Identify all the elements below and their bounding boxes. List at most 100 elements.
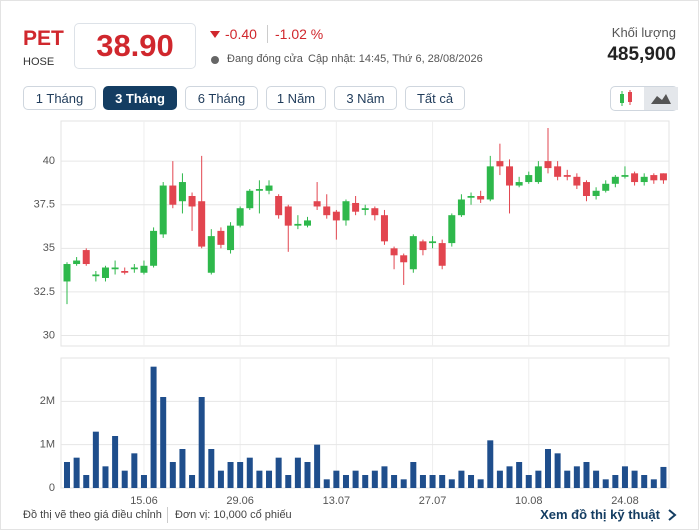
volume-bar [381,466,388,488]
volume-bar [477,479,484,488]
y-tick-label: 40 [43,155,55,167]
y-tick-label: 1M [40,439,55,451]
status-dot [211,56,219,64]
candle-body [313,201,321,207]
candle-body [457,199,465,216]
volume-bar [333,470,340,488]
candle-body [361,208,369,210]
volume-bar [362,475,369,488]
volume-bar [140,475,147,488]
range-tab[interactable]: 3 Năm [334,86,397,110]
candle-icon[interactable] [611,87,641,110]
volume-bar [535,470,542,488]
volume-bar [602,479,609,488]
candle-body [342,201,350,221]
candle-body [592,190,600,196]
candle-body [207,236,215,273]
range-tab[interactable]: 6 Tháng [185,86,258,110]
candle-body [169,185,177,205]
volume-bar [246,457,253,488]
range-tab[interactable]: Tất cả [405,86,465,110]
volume-bar [323,479,330,488]
candle-body [486,166,494,200]
volume-bar [227,462,234,488]
candle-body [82,250,90,265]
candle-body [525,175,533,183]
candle-body [101,267,109,278]
candle-body [390,248,398,256]
y-tick-label: 35 [43,242,55,254]
volume-bar [121,470,128,488]
candle-body [227,225,235,251]
candle-body [631,173,639,183]
volume-bar [419,475,426,488]
volume-bar [564,470,571,488]
divider [167,507,168,523]
link-arrow[interactable] [667,509,677,521]
y-tick-label: 30 [43,329,55,341]
volume-bar [410,462,417,488]
candle-body [178,182,186,202]
volume-bar [650,479,657,488]
y-tick-label: 37.5 [34,199,55,211]
divider [267,25,268,43]
ticker: PET [23,27,64,50]
candle-body [284,206,292,226]
volume-bar [400,479,407,488]
candle-body [515,182,523,186]
range-tab[interactable]: 3 Tháng [103,86,177,110]
volume-bar [660,466,667,488]
area-icon[interactable] [644,87,678,110]
volume-bar [593,470,600,488]
volume-bar [83,475,90,488]
range-tab[interactable]: 1 Tháng [23,86,96,110]
candle-body [573,176,581,186]
candle-body [304,220,311,226]
volume-bar [554,453,561,488]
volume-bar [237,462,244,488]
volume-bar [612,475,619,488]
volume-bar [131,453,138,488]
range-tab[interactable]: 1 Năm [266,86,326,110]
candle-body [371,208,379,216]
candle-body [467,196,475,198]
candle-body [217,230,225,245]
candle-body [188,196,196,207]
technical-link[interactable]: Xem đồ thị kỹ thuật [540,507,660,522]
volume-bar [275,457,282,488]
volume-bar [179,449,186,488]
volume-bar [294,457,301,488]
candle-body [255,189,263,191]
volume-bar [150,366,157,488]
volume-bar [506,466,513,488]
change: -0.40 [225,26,257,42]
volume-bar [208,449,215,488]
candle-body [111,267,119,270]
volume-bar [266,470,273,488]
x-tick-label: 27.07 [419,495,447,507]
volume-bar [545,449,551,488]
down-arrow [210,31,220,38]
candle-body [659,173,667,181]
volume-bar [516,462,523,488]
chart-type-toggle[interactable] [610,86,678,111]
volume-bar [285,475,292,488]
footer-note: Đồ thị vẽ theo giá điều chỉnh [23,509,162,521]
x-tick-label: 24.08 [611,495,639,507]
change-pct: -1.02 % [275,26,324,42]
y-tick-label: 32.5 [34,286,55,298]
volume-bar [573,466,580,488]
y-tick-label: 2M [40,395,55,407]
volume-bar [352,470,359,488]
volume-bar [458,470,465,488]
volume-bar [198,397,205,488]
volume-bar [439,475,446,488]
volume-bar [342,475,349,488]
volume-bar [371,470,378,488]
volume-bar [631,470,638,488]
candle-body [323,206,331,216]
candle-body [429,241,437,244]
x-tick-label: 10.08 [515,495,543,507]
